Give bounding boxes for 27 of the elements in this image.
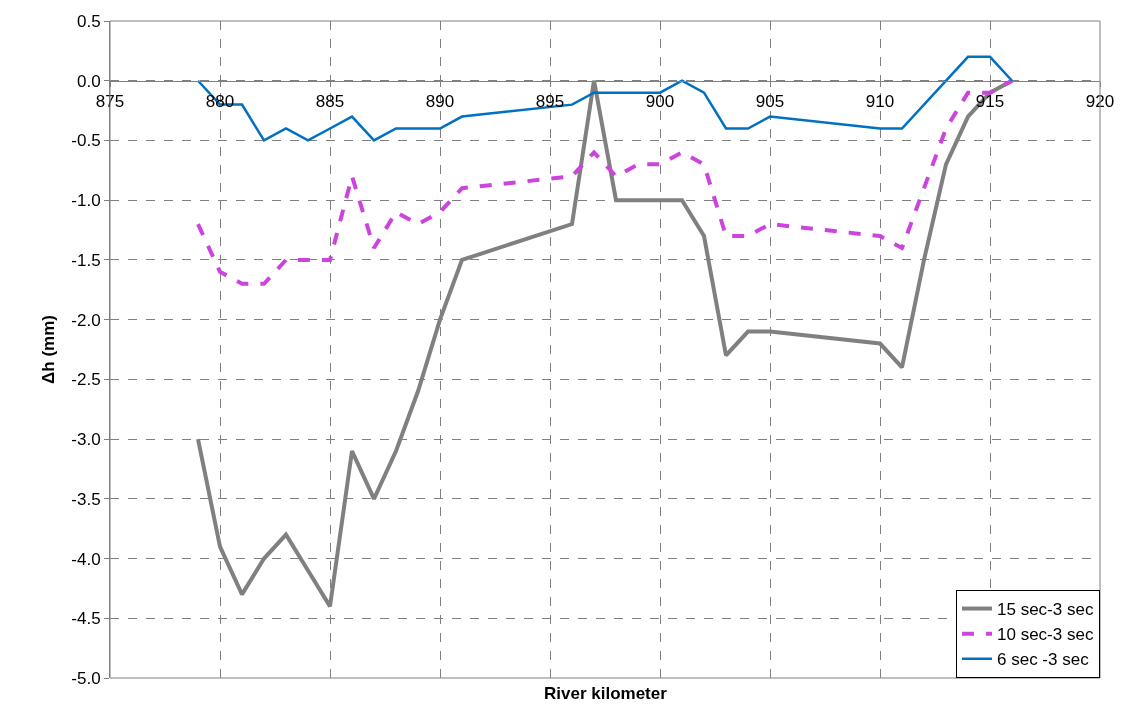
y-tick-label: -5.0 (71, 668, 101, 688)
x-tick-label: 885 (315, 92, 345, 112)
y-tick-label: -4.5 (71, 609, 101, 629)
line-series (196, 78, 1014, 286)
legend-label: 10 sec-3 sec (997, 625, 1094, 645)
x-tick-label: 920 (1085, 92, 1115, 112)
y-tick-label: -0.5 (71, 131, 101, 151)
y-tick-label: -3.5 (71, 489, 101, 509)
y-axis-title: Δh (mm) (38, 315, 58, 384)
y-tick-label: -4.0 (71, 549, 101, 569)
x-tick-label: 905 (755, 92, 785, 112)
x-tick-label: 915 (975, 92, 1005, 112)
y-tick-label: 0.0 (76, 71, 101, 91)
y-tick-label: -1.5 (71, 250, 101, 270)
x-axis-title: River kilometer (544, 684, 668, 703)
x-tick-label: 875 (95, 92, 125, 112)
y-tick-label: -3.0 (71, 430, 101, 450)
x-tick-label: 900 (645, 92, 675, 112)
legend-label: 6 sec -3 sec (997, 650, 1090, 670)
y-tick-label: 0.5 (76, 11, 101, 31)
y-tick-label: -1.0 (71, 191, 101, 211)
legend-label: 15 sec-3 sec (997, 600, 1094, 620)
y-tick-label: -2.0 (71, 310, 101, 330)
line-series (196, 55, 1014, 142)
y-tick-label: -2.5 (71, 370, 101, 390)
x-tick-label: 890 (425, 92, 455, 112)
x-tick-label: 910 (865, 92, 895, 112)
